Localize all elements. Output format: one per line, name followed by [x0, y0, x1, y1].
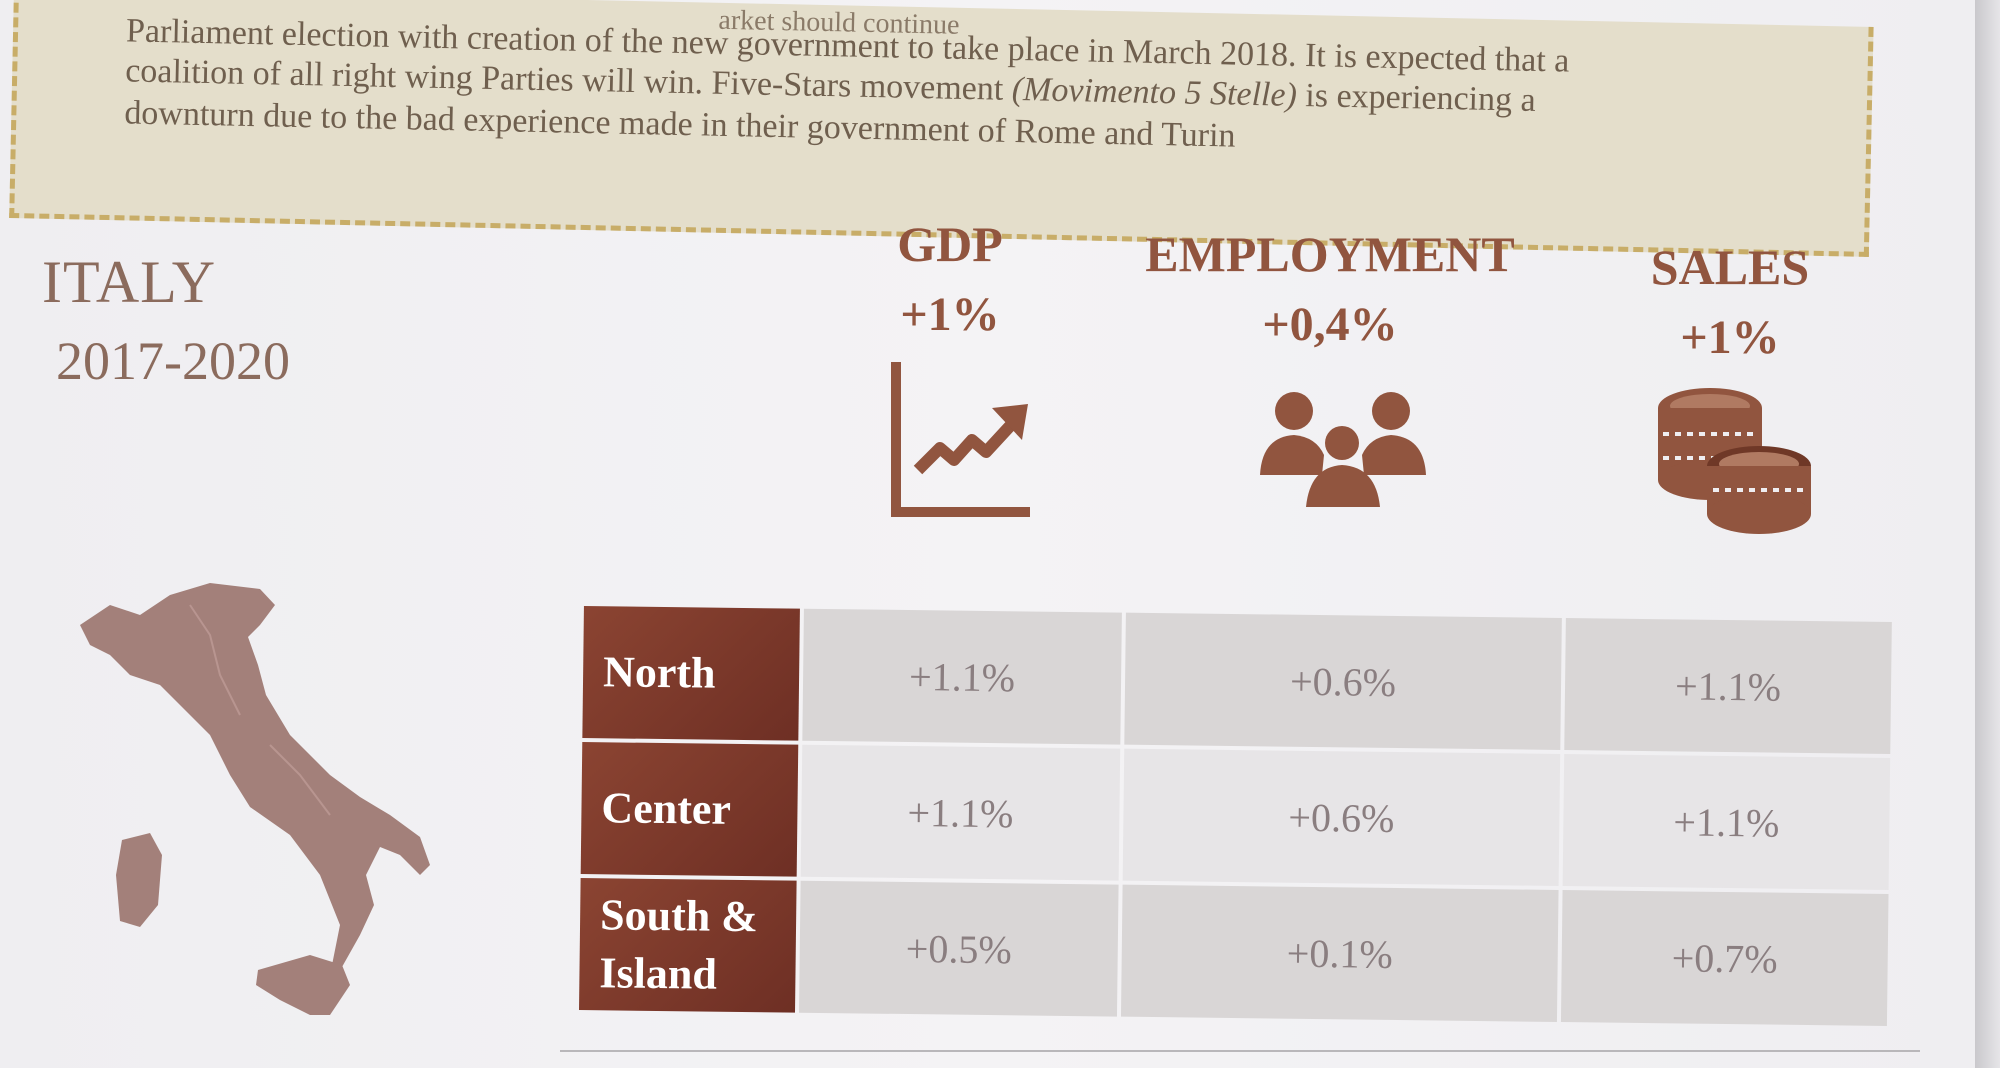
- sales-cell: +1.1%: [1562, 754, 1891, 891]
- country-title: ITALY: [42, 249, 217, 315]
- notice-line-2-italic: (Movimento 5 Stelle): [1011, 70, 1298, 114]
- gdp-cell: +0.5%: [798, 880, 1119, 1017]
- bottom-divider: [560, 1050, 1920, 1052]
- metric-sales-label: SALES: [1650, 239, 1810, 295]
- table-row: South & Island +0.5% +0.1% +0.7%: [579, 878, 1889, 1026]
- sales-cell: +0.7%: [1560, 890, 1889, 1026]
- region-label: South & Island: [579, 878, 797, 1013]
- screen-edge: [1975, 0, 2000, 1068]
- table-row: Center +1.1% +0.6% +1.1%: [580, 742, 1891, 891]
- metric-gdp-label: GDP: [897, 216, 1003, 272]
- gdp-cell: +1.1%: [802, 608, 1122, 745]
- metric-gdp: GDP +1%: [880, 215, 1020, 342]
- table-row: North +1.1% +0.6% +1.1%: [582, 606, 1892, 755]
- period-label: 2017-2020: [56, 331, 290, 391]
- metric-sales-value: +1%: [1680, 311, 1780, 364]
- metric-employment-value: +0,4%: [1262, 298, 1398, 351]
- employment-cell: +0.6%: [1124, 612, 1562, 750]
- growth-chart-icon: [891, 362, 1030, 517]
- region-label: Center: [580, 742, 799, 877]
- italy-map-icon: [80, 583, 430, 1015]
- sales-cell: +1.1%: [1564, 618, 1892, 755]
- region-label: North: [582, 606, 800, 741]
- gdp-cell: +1.1%: [800, 744, 1121, 881]
- coin-stacks-icon: [1658, 388, 1811, 534]
- metric-gdp-value: +1%: [900, 288, 1000, 341]
- metric-sales: SALES +1%: [1640, 238, 1820, 365]
- people-group-icon: [1260, 392, 1426, 507]
- metric-employment: EMPLOYMENT +0,4%: [1140, 225, 1520, 352]
- employment-cell: +0.1%: [1120, 884, 1559, 1022]
- regional-growth-table: North +1.1% +0.6% +1.1% Center +1.1% +0.…: [575, 602, 1896, 1030]
- notice-line-2-end: is experiencing a: [1304, 77, 1537, 119]
- employment-cell: +0.6%: [1122, 748, 1561, 886]
- metric-employment-label: EMPLOYMENT: [1145, 226, 1515, 282]
